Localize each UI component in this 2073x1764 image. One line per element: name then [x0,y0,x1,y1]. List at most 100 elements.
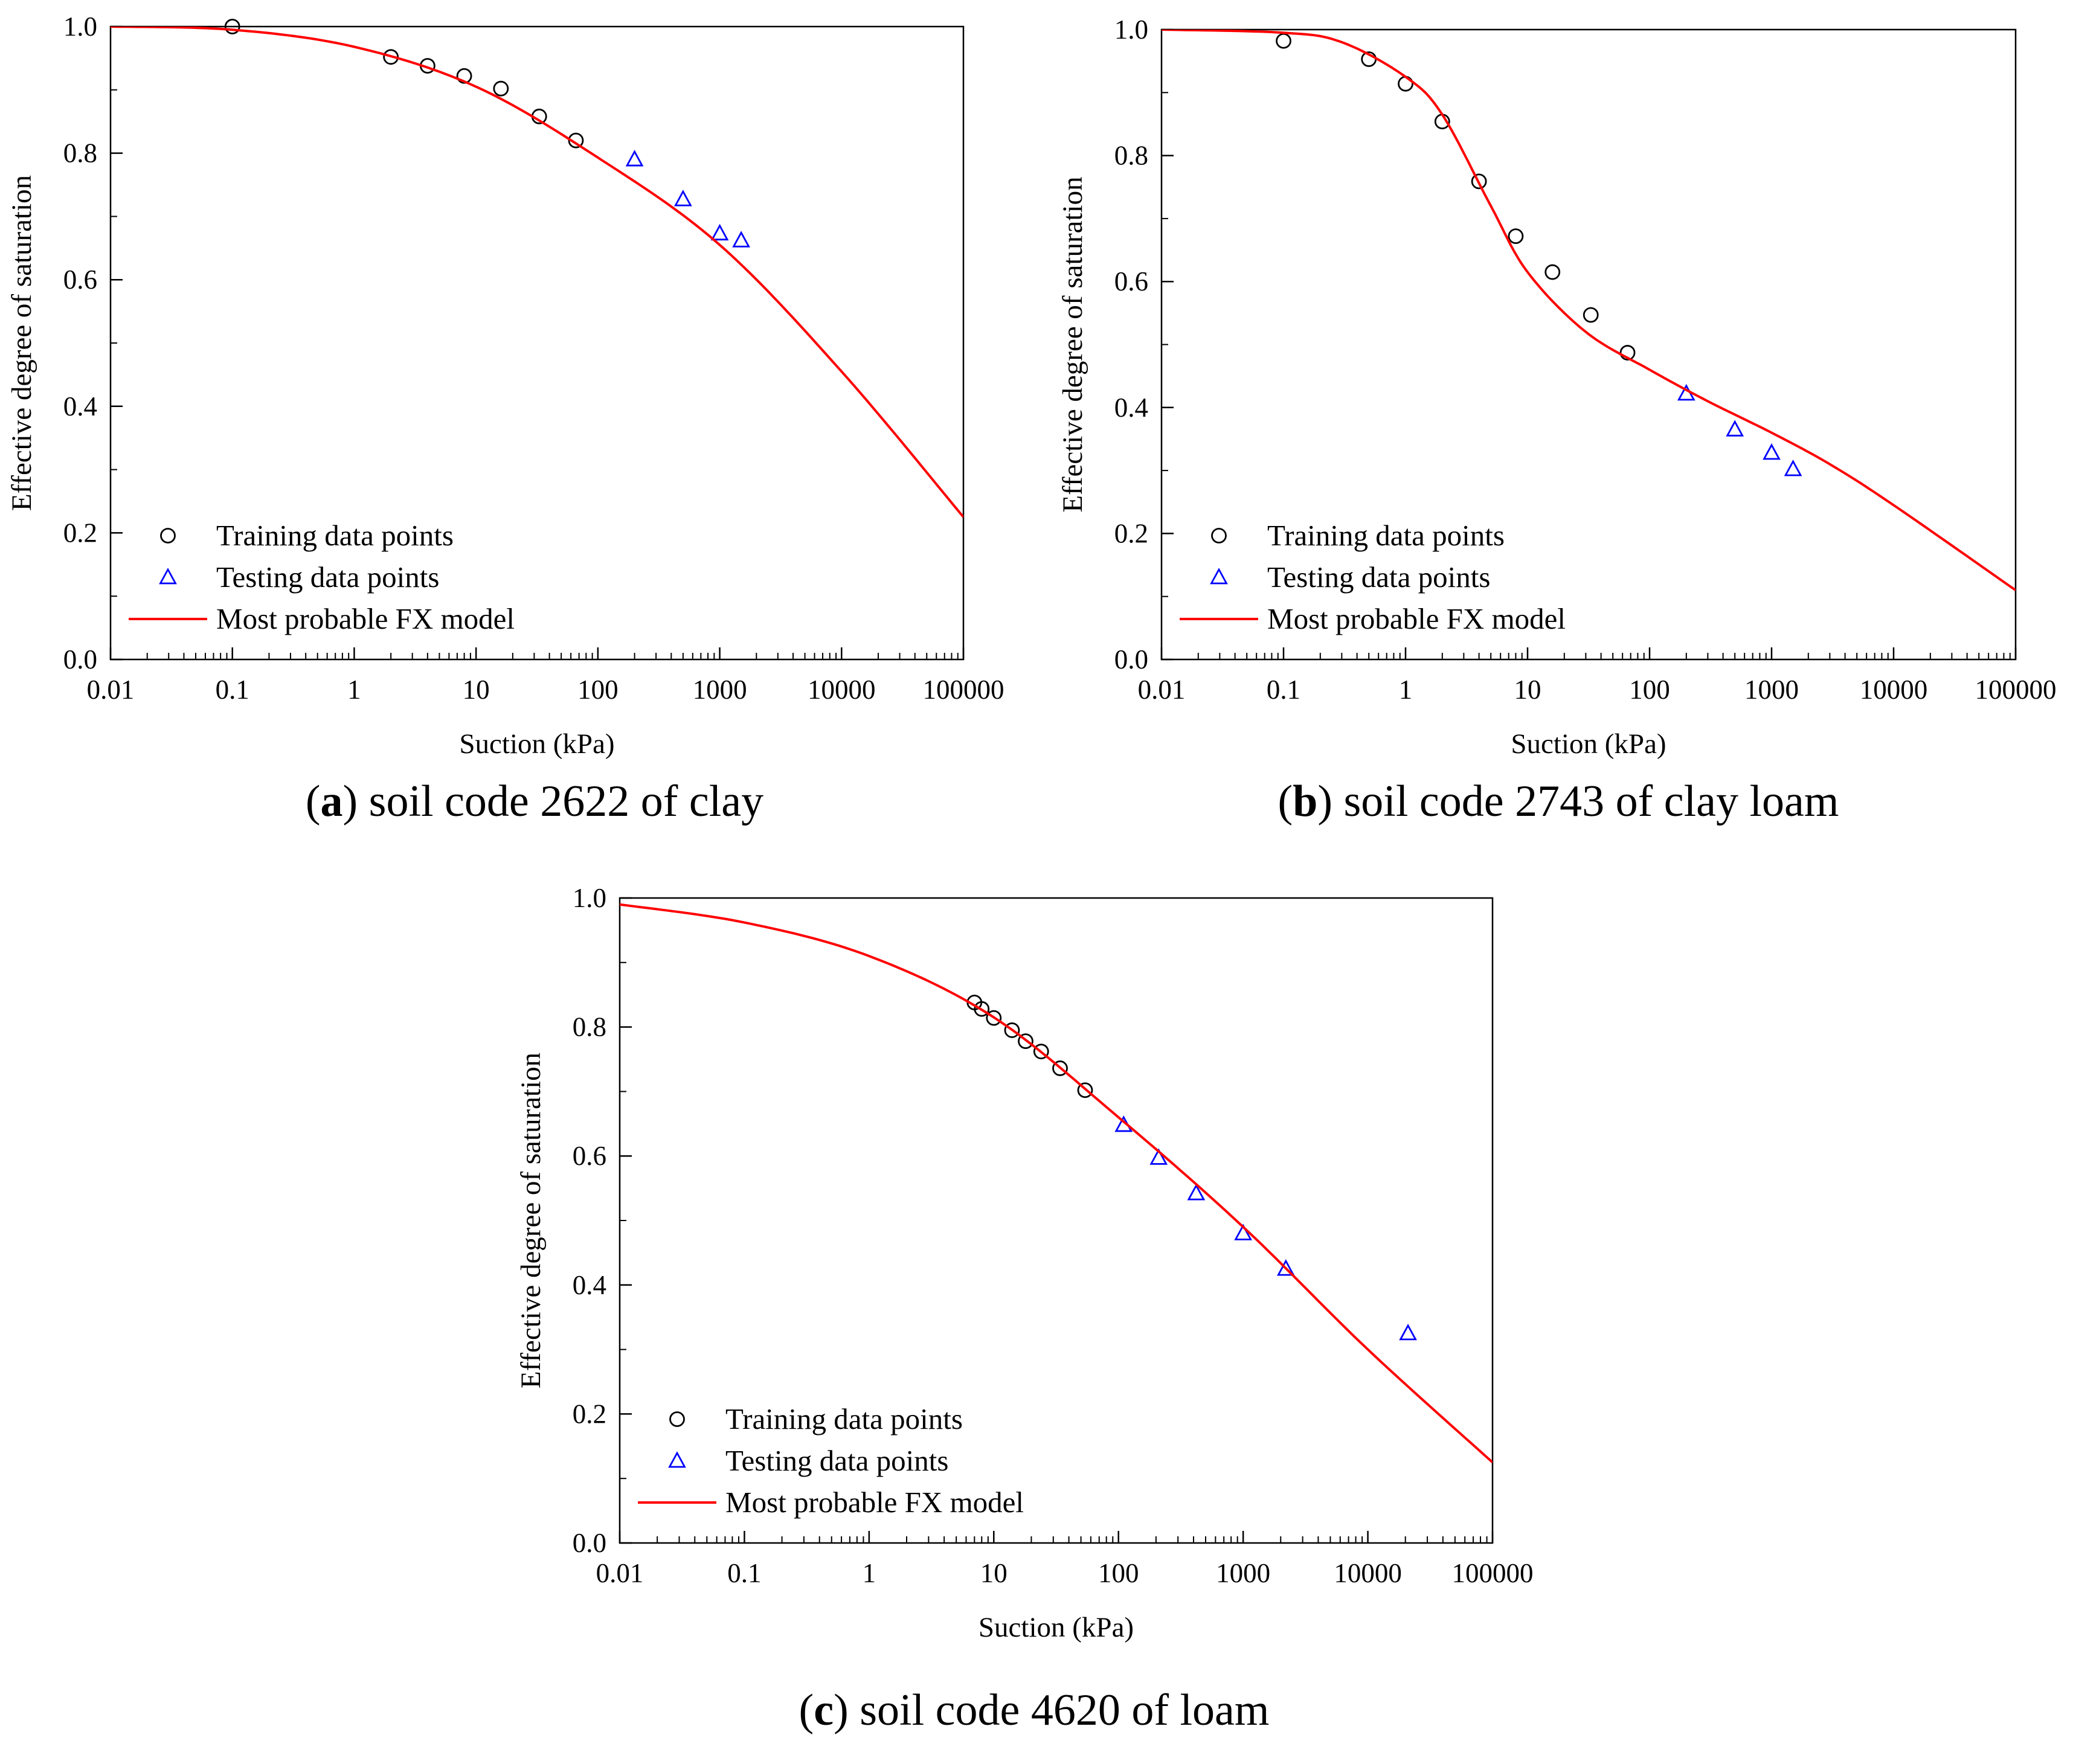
chart-c-xtick-label: 100000 [1452,1558,1534,1588]
chart-c-xtick-label: 1000 [1216,1558,1270,1588]
chart-b-training-point [1508,228,1524,245]
caption-a: (a) soil code 2622 of clay [305,777,764,826]
chart-a-ytick-label: 0.0 [63,644,97,675]
chart-b-model-curve [1162,30,2016,591]
chart-c-ylabel: Effective degree of saturation [515,1053,547,1388]
chart-c-xtick-label: 0.1 [727,1558,761,1588]
chart-c-ytick-label: 0.2 [573,1399,606,1429]
chart-c-training-point [1052,1060,1068,1076]
chart-b-training-point [1471,173,1487,190]
chart-b-xlabel: Suction (kPa) [1511,728,1666,760]
chart-a-xtick-label: 0.01 [87,675,135,705]
chart-b-training-point [1544,264,1561,280]
chart-a-training-point [568,132,584,149]
chart-b-xtick-label: 10 [1514,675,1541,705]
chart-b-ytick-label: 0.6 [1114,266,1148,297]
chart-c-ytick-label: 0.8 [573,1012,606,1042]
caption-a-letter: a [320,777,343,826]
caption-c-text: soil code 4620 of loam [848,1685,1270,1735]
chart-c-testing-point [1149,1148,1168,1165]
chart-c-training-point [974,1001,990,1017]
chart-c-legend-label: Most probable FX model [725,1486,1024,1519]
caption-a-text: soil code 2622 of clay [358,777,764,826]
chart-c: 0.01 0.1 1 10 100 1000 10000 100000 0.0 0.2 0.4 0.6… [515,883,1534,1643]
chart-a-xtick-label: 0.1 [216,675,249,705]
chart-b-testing-point [1763,443,1781,460]
chart-c-training-point [1033,1044,1049,1060]
chart-c-training-point [1077,1082,1093,1098]
chart-a-testing-point [732,231,750,248]
chart-c-xlabel: Suction (kPa) [979,1612,1134,1643]
chart-b-legend-label: Most probable FX model [1267,602,1566,635]
chart-b-legend-testing-marker [1210,568,1228,585]
chart-b-training-point [1583,307,1599,323]
chart-b-legend-label: Training data points [1267,519,1505,552]
chart-b-xtick-label: 1000 [1744,675,1799,705]
chart-c-training-point [1018,1033,1033,1049]
chart-c-xtick-label: 0.01 [596,1558,644,1588]
chart-c-testing-point [1114,1115,1133,1132]
chart-a-xtick-label: 1000 [693,675,747,705]
caption-c: (c) soil code 4620 of loam [799,1685,1270,1735]
chart-a-ytick-label: 0.4 [63,391,97,422]
chart-b-xtick-label: 0.01 [1138,675,1186,705]
chart-b-ytick-label: 0.8 [1114,141,1148,171]
chart-b-testing-point [1726,420,1744,437]
chart-b-ytick-label: 0.0 [1114,644,1148,675]
chart-b-ytick-label: 0.4 [1114,393,1148,423]
chart-c-ytick-label: 0.0 [573,1528,606,1558]
chart-c-testing-point [1234,1224,1252,1240]
chart-b-xtick-label: 100000 [1975,675,2057,705]
chart-b-training-point [1276,33,1291,49]
chart-a-training-point [224,19,240,34]
chart-c-legend-training-marker [669,1411,685,1427]
chart-a-ytick-label: 1.0 [63,11,97,42]
chart-a-training-point [493,80,509,97]
chart-c-legend-label: Testing data points [725,1444,948,1477]
chart-a-xtick-label: 1 [347,675,361,705]
chart-a-legend-label: Most probable FX model [216,602,515,635]
chart-c-testing-point [1276,1259,1295,1276]
chart-c-legend-label: Training data points [725,1402,963,1435]
chart-b-ytick-label: 0.2 [1114,518,1148,548]
caption-b: (b) soil code 2743 of clay loam [1278,777,1839,826]
chart-c-legend-testing-marker [668,1451,686,1468]
chart-a-xtick-label: 10000 [808,675,876,705]
chart-a-model-curve [111,27,963,518]
chart-a-xlabel: Suction (kPa) [459,728,614,760]
chart-a-legend-training-marker [160,528,176,544]
chart-c-xtick-label: 100 [1098,1558,1139,1588]
caption-c-letter: c [814,1685,834,1735]
chart-b: 0.01 0.1 1 10 100 1000 10000 100000 0.0 0.2 0.4 0.6… [1057,14,2057,760]
chart-b-testing-point [1784,460,1802,476]
caption-b-letter: b [1293,777,1318,826]
chart-a-testing-point [710,223,729,241]
chart-c-ytick-label: 1.0 [573,883,606,913]
chart-a-xtick-label: 10 [463,675,490,705]
chart-b-legend-training-marker [1211,528,1227,544]
chart-b-ytick-label: 1.0 [1114,14,1148,45]
chart-a-xtick-label: 100000 [923,675,1004,705]
chart-c-testing-point [1399,1323,1417,1341]
chart-c-testing-point [1187,1184,1206,1201]
chart-a-testing-point [625,150,644,167]
chart-c-ytick-label: 0.4 [573,1270,606,1300]
chart-c-xtick-label: 10 [980,1558,1008,1588]
chart-b-xtick-label: 0.1 [1267,675,1300,705]
chart-a-testing-point [673,190,692,207]
chart-c-xtick-label: 10000 [1334,1558,1402,1588]
chart-b-ylabel: Effective degree of saturation [1057,176,1088,512]
chart-a-ytick-label: 0.8 [63,138,97,168]
chart-c-training-point [986,1010,1002,1026]
caption-b-text: soil code 2743 of clay loam [1332,777,1839,826]
chart-a-xtick-label: 100 [577,675,619,705]
chart-a: 0.01 0.1 1 10 100 1000 10000 100000 0.0 0.2 0.4 0.6… [6,11,1004,760]
chart-b-xtick-label: 1 [1399,675,1413,705]
chart-b-xtick-label: 10000 [1860,675,1928,705]
chart-a-ytick-label: 0.6 [63,265,97,295]
chart-b-xtick-label: 100 [1629,675,1670,705]
chart-a-ytick-label: 0.2 [63,518,97,548]
chart-c-training-point [1004,1022,1020,1038]
